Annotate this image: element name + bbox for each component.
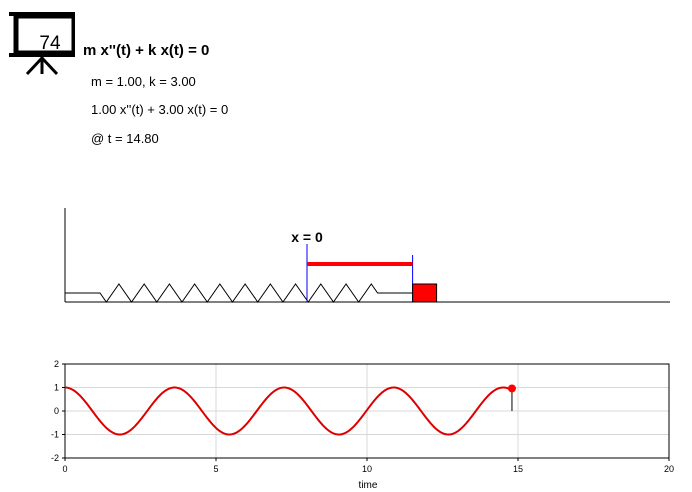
current-position-point	[507, 384, 516, 393]
parameters-text: m = 1.00, k = 3.00	[91, 74, 196, 89]
presentation-board-icon: 74	[9, 10, 77, 76]
y-tick-label: -1	[51, 430, 59, 440]
x-tick-label: 20	[664, 464, 674, 474]
y-tick-label: 0	[54, 406, 59, 416]
x-tick-label: 0	[62, 464, 67, 474]
x-tick-label: 15	[513, 464, 523, 474]
position-time-chart: 210-1-2 0 5 10 15 20 time	[51, 359, 674, 491]
y-tick-label: 2	[54, 359, 59, 369]
spring-mass-animation: x = 0	[64, 208, 670, 303]
x-axis-title: time	[359, 480, 378, 491]
position-curve	[64, 386, 513, 436]
spring	[65, 283, 413, 303]
x-tick-label: 5	[213, 464, 218, 474]
x-tick-label: 10	[362, 464, 372, 474]
numeric-equation-text: 1.00 x''(t) + 3.00 x(t) = 0	[91, 102, 229, 117]
equation-title: m x''(t) + k x(t) = 0	[83, 42, 210, 59]
plot-frame	[64, 363, 670, 459]
time-readout: @ t = 14.80	[91, 131, 159, 146]
mass-block	[412, 283, 438, 303]
y-tick-label: 1	[54, 383, 59, 393]
badge-number: 74	[39, 32, 61, 54]
y-tick-label: -2	[51, 453, 59, 463]
equilibrium-label: x = 0	[291, 229, 323, 245]
